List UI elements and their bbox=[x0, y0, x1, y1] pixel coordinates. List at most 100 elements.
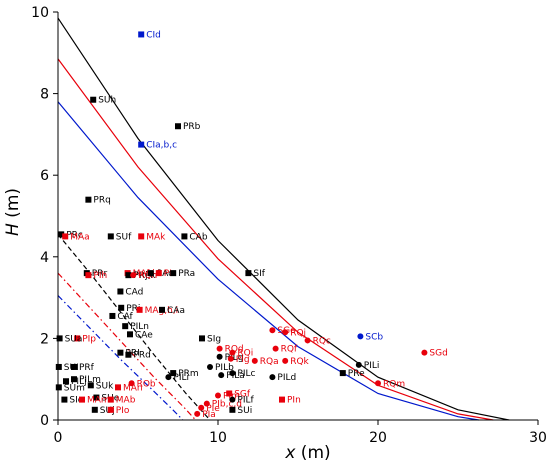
point-pra bbox=[170, 270, 177, 277]
point-sum bbox=[55, 384, 62, 391]
point-prf bbox=[71, 363, 77, 370]
point-maa bbox=[62, 233, 69, 240]
point-label-pir: PIr bbox=[164, 269, 176, 279]
point-label-sif: SIf bbox=[253, 269, 265, 279]
point-label-pia: PIa bbox=[202, 410, 216, 420]
point-label-scb: SCb bbox=[365, 332, 383, 342]
point-rqa bbox=[251, 357, 258, 364]
y-tick-label: 6 bbox=[40, 168, 49, 184]
y-tick-label: 4 bbox=[40, 250, 49, 266]
y-tick-label: 0 bbox=[40, 413, 49, 429]
point-label-cad: CAd bbox=[125, 287, 143, 297]
point-label-maf-i-l: MAf,i,l bbox=[133, 269, 161, 279]
point-rqj bbox=[282, 329, 289, 336]
y-tick-label: 2 bbox=[40, 331, 49, 347]
point-label-rqa: RQa bbox=[260, 357, 279, 367]
point-sui bbox=[55, 363, 62, 370]
point-scb bbox=[357, 333, 364, 340]
x-axis-title: x (m) bbox=[284, 443, 330, 463]
point-label-sig: SIg bbox=[207, 334, 221, 344]
point-pilg bbox=[216, 353, 223, 360]
point-label-pih: PIh bbox=[93, 271, 107, 281]
x-axis-title-var: x bbox=[284, 443, 296, 463]
point-pin bbox=[279, 396, 285, 403]
point-suf bbox=[107, 233, 114, 240]
point-rqf bbox=[272, 345, 279, 352]
point-rqc bbox=[304, 337, 311, 344]
point-label-pili: PILi bbox=[173, 373, 189, 383]
point-pio bbox=[107, 406, 114, 413]
y-axis-title: H (m) bbox=[3, 188, 23, 236]
point-cac bbox=[147, 270, 154, 277]
point-sgf bbox=[226, 390, 233, 397]
point-caa bbox=[159, 306, 165, 313]
point-label-prr: PRr bbox=[92, 269, 108, 279]
point-prm bbox=[170, 370, 177, 377]
point-rqk bbox=[282, 357, 289, 364]
point-label-mam: MAm bbox=[87, 396, 110, 406]
point-label-pri: PRI bbox=[125, 349, 139, 359]
point-label-cae: CAe bbox=[135, 330, 153, 340]
curve-blue-solid bbox=[57, 101, 479, 421]
point-pih bbox=[85, 272, 92, 279]
point-label-rqj: RQj bbox=[290, 328, 306, 338]
curve-red-dashdot bbox=[57, 272, 197, 421]
point-label-caf: CAf bbox=[117, 312, 133, 322]
point-label-caa: CAa bbox=[167, 306, 185, 316]
point-label-pip: PIp bbox=[82, 334, 96, 344]
point-pia bbox=[194, 410, 201, 417]
point-pre bbox=[339, 370, 346, 377]
point-pild bbox=[269, 374, 276, 381]
point-prq bbox=[85, 196, 92, 203]
point-label-mak: MAk bbox=[146, 232, 166, 242]
x-axis-title-unit: (m) bbox=[295, 443, 330, 463]
point-piln bbox=[122, 323, 129, 330]
point-pilc bbox=[229, 370, 236, 377]
point-caf bbox=[109, 312, 116, 319]
point-label-prf: PRf bbox=[79, 363, 95, 373]
point-label-cac: CAc bbox=[156, 269, 173, 279]
point-label-pilg: PILg bbox=[225, 353, 244, 363]
point-sgd bbox=[421, 349, 428, 356]
y-axis-title-var: H bbox=[3, 223, 23, 236]
point-pili bbox=[355, 361, 362, 368]
point-pir bbox=[155, 270, 162, 277]
x-tick-label: 20 bbox=[369, 430, 387, 446]
point-label-rqm: RQm bbox=[383, 379, 405, 389]
point-label-pila: PILa bbox=[226, 371, 245, 381]
point-label-piln: PILn bbox=[130, 322, 149, 332]
point-label-rqk: RQk bbox=[290, 357, 309, 367]
point-sif bbox=[245, 270, 252, 277]
point-label-pri: PRi bbox=[126, 304, 140, 314]
point-label-pilj: PILj bbox=[71, 377, 87, 387]
plot-axes bbox=[57, 12, 538, 421]
point-pim bbox=[215, 392, 221, 399]
point-label-prj-k: PRj,k bbox=[133, 271, 156, 281]
point-prc bbox=[58, 231, 65, 238]
point-label-pig: PIg bbox=[236, 355, 250, 365]
point-pig bbox=[227, 355, 234, 362]
point-rqm bbox=[375, 380, 381, 387]
point-cad bbox=[117, 288, 124, 295]
fit-curves bbox=[57, 17, 510, 421]
point-label-pilm: PILm bbox=[79, 375, 101, 385]
point-sic bbox=[61, 396, 68, 403]
curve-black-solid bbox=[57, 17, 510, 421]
point-label-pin: PIn bbox=[287, 396, 301, 406]
point-label-sui: SUi bbox=[237, 406, 252, 416]
point-prd bbox=[125, 351, 132, 358]
point-rob bbox=[128, 380, 135, 387]
point-mab bbox=[107, 396, 114, 403]
point-label-sui: SUI bbox=[64, 363, 79, 373]
point-label-prq: PRq bbox=[93, 196, 110, 206]
point-label-prd: PRd bbox=[133, 351, 150, 361]
point-pie bbox=[198, 404, 205, 411]
point-suh bbox=[90, 96, 97, 103]
point-suk bbox=[87, 382, 94, 389]
point-label-rqf: RQf bbox=[281, 345, 298, 355]
point-label-pie: PIe bbox=[206, 404, 220, 414]
point-cia-b-c bbox=[138, 141, 145, 148]
point-label-rqn: RQn bbox=[138, 271, 157, 281]
